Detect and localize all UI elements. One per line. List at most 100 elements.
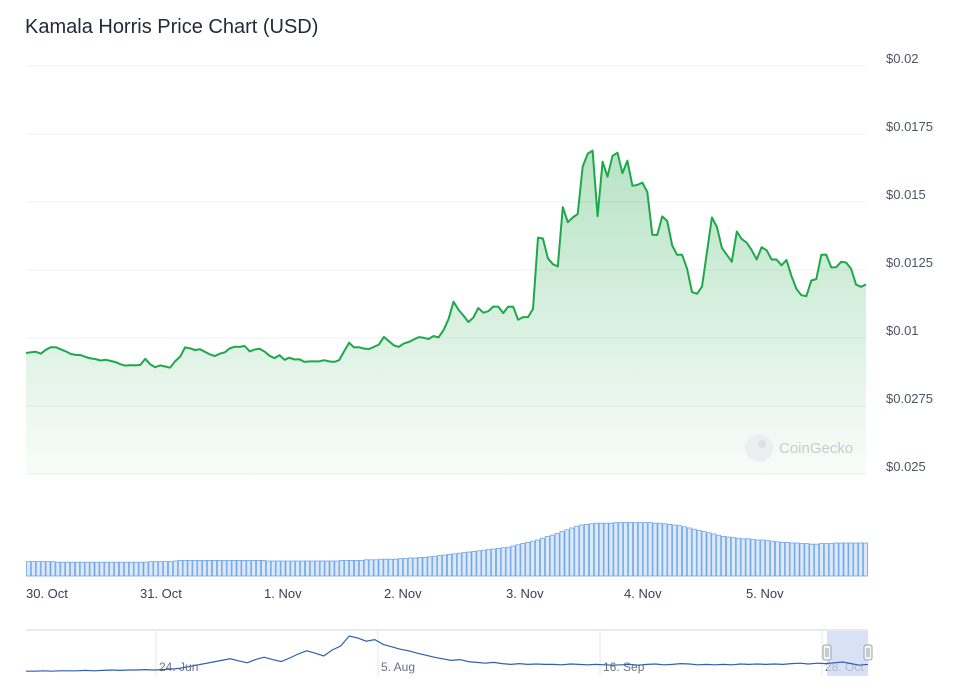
- volume-bar: [589, 523, 594, 577]
- x-tick-label: 5. Nov: [746, 586, 784, 601]
- volume-bar: [677, 525, 682, 577]
- volume-bar: [711, 533, 717, 577]
- volume-bar: [686, 527, 692, 577]
- volume-bar: [207, 560, 212, 577]
- volume-bar: [549, 534, 555, 577]
- volume-bar: [672, 524, 678, 577]
- volume-bar: [246, 560, 252, 577]
- volume-bar: [45, 561, 51, 577]
- volume-bar: [437, 555, 443, 577]
- volume-bar: [760, 539, 766, 577]
- volume-bar: [667, 524, 673, 577]
- volume-bar: [794, 542, 800, 577]
- volume-bar: [50, 561, 56, 577]
- volume-bar: [838, 542, 844, 577]
- volume-bar: [848, 542, 854, 577]
- navigator-selection-window[interactable]: [827, 631, 868, 676]
- price-line[interactable]: [25, 149, 867, 369]
- navigator-line: [26, 635, 869, 672]
- volume-bar: [383, 558, 389, 577]
- volume-bar: [515, 544, 521, 577]
- volume-bar: [750, 539, 756, 577]
- volume-bar: [461, 552, 467, 577]
- volume-bar: [265, 560, 271, 577]
- volume-bar: [290, 560, 296, 577]
- volume-bar: [442, 554, 447, 577]
- volume-bar: [721, 536, 726, 577]
- volume-bar: [216, 560, 222, 577]
- volume-bar: [89, 561, 95, 577]
- volume-bar: [593, 522, 599, 577]
- volume-bar: [314, 560, 320, 577]
- volume-bar: [241, 560, 247, 577]
- volume-bar: [432, 555, 438, 577]
- volume-bar: [652, 522, 658, 577]
- volume-bar: [691, 528, 697, 577]
- volume-bar: [682, 526, 687, 577]
- volume-bar: [197, 560, 203, 577]
- volume-bar: [491, 548, 496, 577]
- volume-bar: [569, 527, 575, 577]
- volume-bar: [863, 542, 868, 577]
- volume-bar: [417, 557, 423, 577]
- volume-bar: [540, 537, 545, 577]
- volume-bar: [402, 558, 408, 577]
- x-axis-ticks: 30. Oct 31. Oct 1. Nov 2. Nov 3. Nov 4. Nov 5.…: [26, 586, 784, 601]
- volume-bar: [40, 561, 46, 577]
- volume-bar: [236, 560, 242, 577]
- volume-bar: [344, 560, 350, 577]
- volume-bar: [211, 560, 217, 577]
- volume-bar: [143, 561, 149, 577]
- y-tick-label: $0.02: [886, 51, 919, 66]
- volume-bar: [471, 551, 477, 577]
- volume-bar: [613, 522, 619, 577]
- volume-bar: [779, 542, 785, 577]
- volume-bar: [70, 561, 75, 577]
- volume-bars: [25, 522, 868, 577]
- volume-bar: [809, 543, 815, 577]
- chart-title: Kamala Horris Price Chart (USD): [25, 16, 319, 38]
- volume-bar: [554, 533, 560, 577]
- x-tick-label: 30. Oct: [26, 586, 68, 601]
- coingecko-watermark: CoinGecko: [745, 434, 853, 462]
- volume-bar: [109, 561, 115, 577]
- volume-bar: [579, 524, 585, 577]
- volume-bar: [843, 542, 849, 577]
- volume-bar: [388, 558, 394, 577]
- volume-bar: [603, 522, 609, 577]
- navigator-left-handle[interactable]: [822, 644, 832, 661]
- volume-bar: [574, 525, 580, 577]
- x-tick-label: 2. Nov: [384, 586, 422, 601]
- volume-bar: [309, 560, 315, 577]
- volume-bar: [735, 537, 741, 577]
- volume-bar: [608, 522, 614, 577]
- y-tick-label: $0.015: [886, 187, 926, 202]
- volume-bar: [114, 561, 119, 577]
- volume-bar: [628, 522, 633, 577]
- volume-bar: [784, 542, 790, 577]
- volume-bar: [799, 543, 805, 577]
- navigator-right-handle[interactable]: [863, 644, 873, 661]
- volume-bar: [618, 522, 624, 577]
- volume-bar: [476, 550, 482, 577]
- volume-bar: [446, 554, 452, 577]
- navigator-tick-label: 5. Aug: [381, 660, 415, 674]
- gecko-eye-icon: [758, 440, 766, 448]
- volume-bar: [833, 542, 839, 577]
- volume-bar: [363, 559, 369, 577]
- volume-bar: [319, 560, 325, 577]
- y-axis-ticks: $0.02 $0.0175 $0.015 $0.0125 $0.01 $0.0275 $0.…: [886, 51, 933, 474]
- volume-bar: [740, 538, 746, 577]
- volume-bar: [853, 542, 859, 577]
- volume-bar: [696, 530, 702, 577]
- volume-bar: [730, 537, 736, 577]
- x-tick-label: 1. Nov: [264, 586, 302, 601]
- volume-bar: [172, 560, 178, 577]
- volume-bar: [804, 543, 810, 577]
- volume-bar: [716, 534, 722, 577]
- volume-bar: [256, 560, 261, 577]
- volume-bar: [153, 561, 159, 577]
- volume-bar: [280, 560, 286, 577]
